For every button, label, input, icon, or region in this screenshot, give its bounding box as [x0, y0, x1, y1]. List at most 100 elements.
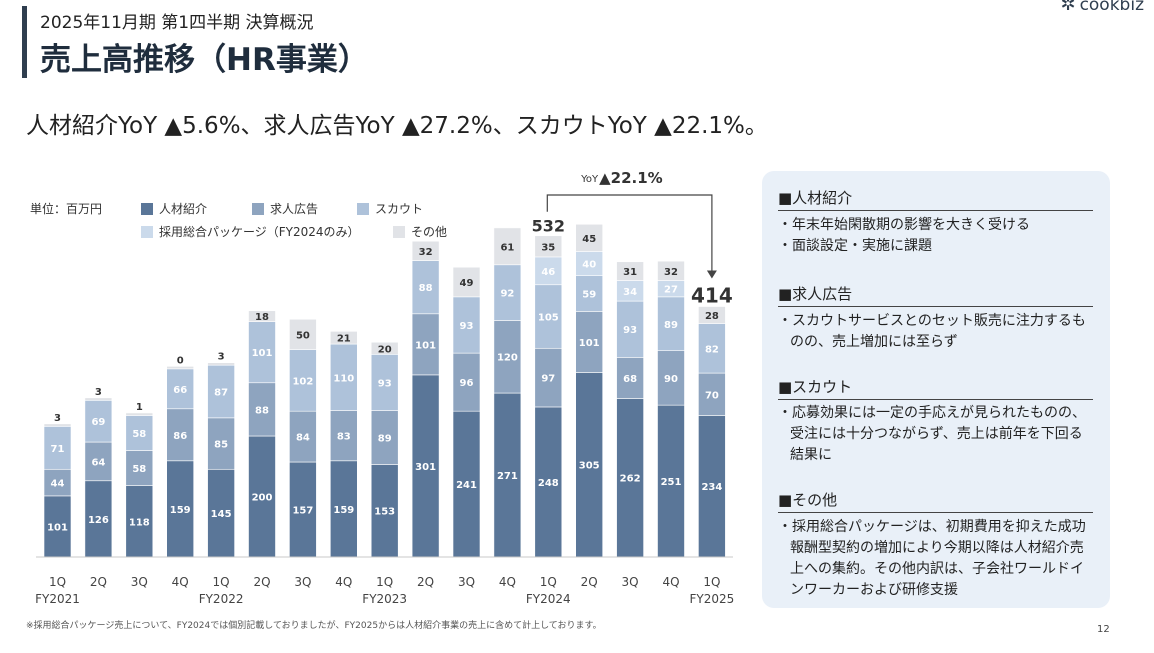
bullet-item: ・スカウトサービスとのセット販売に注力するものの、売上増加には至らず — [778, 313, 1086, 350]
data-label: 71 — [51, 444, 65, 455]
data-label: 28 — [705, 311, 719, 322]
data-label: 101 — [415, 340, 436, 351]
total-label-fy2024-1q: 532 — [532, 217, 565, 236]
quarter-tick-label: 3Q — [458, 575, 475, 589]
bar-segment — [534, 284, 563, 349]
data-label: 89 — [664, 320, 678, 331]
data-label: 49 — [460, 278, 474, 289]
bar-segment — [289, 349, 317, 412]
data-label: 59 — [582, 290, 596, 301]
data-label: 241 — [456, 480, 477, 491]
legend-label: その他 — [411, 225, 447, 239]
bar-segment — [411, 240, 440, 261]
report-subtitle: 2025年11月期 第1四半期 決算概況 — [40, 13, 314, 33]
legend-swatch — [141, 226, 153, 238]
data-label: 126 — [88, 515, 109, 526]
data-label: 248 — [538, 478, 559, 489]
data-label: 96 — [460, 378, 474, 389]
data-label: 69 — [91, 417, 105, 428]
data-label: 234 — [701, 482, 722, 493]
data-label: 101 — [47, 522, 68, 533]
data-label: 66 — [173, 385, 187, 396]
section-body-placement: ・年末年始閑散期の影響を大きく受ける ・面談設定・実施に課題 — [778, 215, 1096, 257]
data-label: 120 — [497, 353, 518, 364]
bar-segment — [329, 410, 358, 462]
legend-swatch — [393, 226, 405, 238]
data-label: 93 — [623, 325, 637, 336]
data-label: 32 — [664, 267, 678, 278]
data-label: 86 — [173, 431, 187, 442]
data-label: 105 — [538, 313, 559, 324]
data-label: 101 — [252, 348, 273, 359]
quarter-tick-label: 2Q — [253, 575, 270, 589]
quarter-tick-label: 1Q — [376, 575, 393, 589]
bar-segment — [411, 260, 440, 315]
section-title-placement: ■人材紹介 — [778, 187, 1093, 211]
bar-segment — [166, 368, 194, 410]
data-label: 21 — [337, 334, 351, 345]
data-label: 3 — [95, 387, 102, 398]
bar-segment — [43, 495, 72, 558]
data-label: 101 — [579, 338, 600, 349]
legend-swatch — [141, 203, 153, 215]
bar-segment — [411, 313, 440, 376]
section-body-job-ads: ・スカウトサービスとのセット販売に注力するものの、売上増加には至らず — [778, 311, 1096, 353]
section-title-scout: ■スカウト — [778, 376, 1093, 400]
title-accent-bar — [22, 6, 27, 78]
bar-segment — [493, 227, 522, 266]
bar-segment — [698, 306, 726, 324]
headline-summary: 人材紹介YoY ▲5.6%、求人広告YoY ▲27.2%、スカウトYoY ▲22… — [26, 113, 768, 139]
bar-segment — [698, 372, 726, 416]
data-label: 84 — [296, 433, 310, 444]
bar-segment — [125, 412, 154, 416]
data-label: 3 — [54, 413, 61, 424]
data-label: 18 — [255, 312, 269, 323]
bar-segment — [534, 235, 563, 258]
bar-segment — [698, 415, 726, 558]
page-title: 売上高推移（HR事業） — [40, 42, 369, 78]
data-label: 68 — [623, 374, 637, 385]
logo-text: cookbiz — [1079, 0, 1144, 15]
data-label: 61 — [500, 242, 514, 253]
section-title-other: ■その他 — [778, 489, 1093, 513]
data-label: 50 — [296, 330, 310, 341]
yoy-arrow-head — [706, 270, 717, 279]
legend-swatch — [357, 203, 369, 215]
data-label: 251 — [661, 477, 682, 488]
bar-segment — [84, 397, 113, 401]
data-label: 27 — [664, 285, 678, 296]
bar-segment — [84, 400, 113, 443]
data-label: 157 — [292, 506, 313, 517]
fiscal-year-label: FY2022 — [199, 592, 244, 606]
bar-segment — [411, 374, 440, 558]
data-label: 45 — [582, 234, 596, 245]
data-label: 70 — [705, 390, 719, 401]
data-label: 92 — [500, 289, 514, 300]
quarter-tick-label: 4Q — [335, 575, 352, 589]
bar-segment — [43, 423, 72, 427]
data-label: 58 — [132, 464, 146, 475]
bar-segment — [248, 310, 276, 322]
data-label: 93 — [460, 321, 474, 332]
data-label: 34 — [623, 287, 637, 298]
section-body-other: ・採用総合パッケージは、初期費用を抑えた成功報酬型契約の増加により今期以降は人材… — [778, 517, 1096, 601]
bar-segment — [657, 404, 685, 558]
quarter-tick-label: 4Q — [172, 575, 189, 589]
data-label: 90 — [664, 374, 678, 385]
data-label: 271 — [497, 471, 518, 482]
bar-segment — [125, 415, 154, 451]
data-label: 35 — [541, 242, 555, 253]
bar-segment — [84, 480, 113, 558]
data-label: 46 — [541, 267, 555, 278]
data-label: 58 — [132, 429, 146, 440]
data-label: 118 — [129, 517, 150, 528]
section-title-job-ads: ■求人広告 — [778, 283, 1093, 307]
bar-segment — [370, 410, 399, 465]
bar-segment — [575, 311, 604, 373]
quarter-tick-label: 4Q — [662, 575, 679, 589]
bar-segment — [207, 364, 235, 419]
bullet-item: ・採用総合パッケージは、初期費用を抑えた成功報酬型契約の増加により今期以降は人材… — [778, 519, 1086, 598]
bar-segment — [289, 410, 317, 463]
legend-label: スカウト — [375, 202, 423, 216]
